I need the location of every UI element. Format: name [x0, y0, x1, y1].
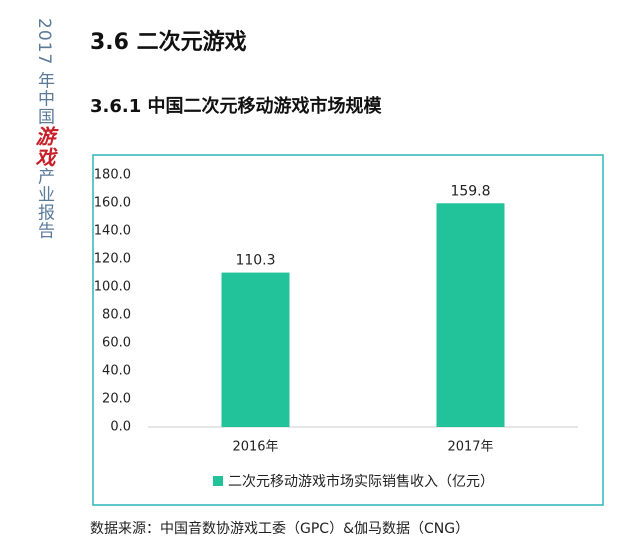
y-tick-label: 140.0	[94, 224, 131, 239]
x-tick-label: 2016年	[232, 440, 278, 455]
y-tick-label: 0.0	[110, 420, 131, 435]
subsection-heading: 3.6.1 中国二次元移动游戏市场规模	[90, 96, 382, 117]
y-tick-label: 40.0	[102, 364, 131, 379]
x-tick-label: 2017年	[447, 440, 493, 455]
bar	[436, 203, 505, 427]
sidebar-highlight: 游戏	[32, 125, 56, 168]
y-tick-label: 100.0	[94, 280, 131, 295]
y-tick-label: 60.0	[102, 336, 131, 351]
chart-frame	[92, 154, 604, 506]
sidebar-suffix: 产业报告	[34, 167, 54, 240]
y-tick-label: 20.0	[102, 392, 131, 407]
bar	[221, 272, 290, 427]
y-tick-label: 160.0	[94, 196, 131, 211]
legend-label: 二次元移动游戏市场实际销售收入（亿元）	[228, 473, 494, 490]
y-tick-label: 180.0	[94, 168, 131, 183]
legend-swatch	[213, 476, 223, 486]
section-heading: 3.6 二次元游戏	[90, 30, 247, 55]
sidebar-prefix: 2017 年中国	[34, 18, 54, 126]
source-note: 数据来源：中国音数协游戏工委（GPC）&伽马数据（CNG）	[90, 521, 470, 537]
sidebar: 2017 年中国游戏产业报告	[30, 18, 59, 240]
y-tick-label: 120.0	[94, 252, 131, 267]
data-label: 110.3	[235, 253, 275, 269]
y-tick-label: 80.0	[102, 308, 131, 323]
data-label: 159.8	[450, 183, 490, 199]
